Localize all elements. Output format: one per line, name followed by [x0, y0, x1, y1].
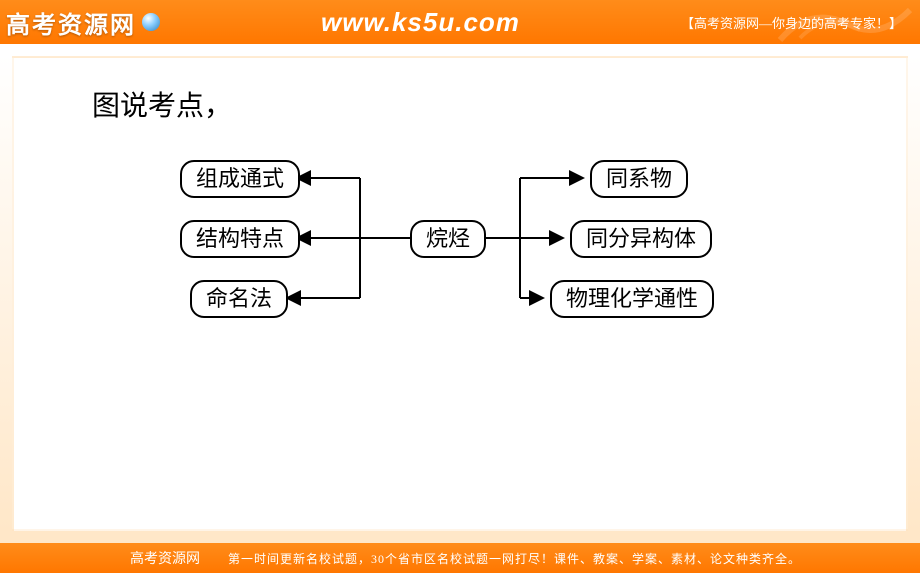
node-left-1: 组成通式 [180, 160, 300, 198]
node-left-3: 命名法 [190, 280, 288, 318]
header-bar: 高考资源网 www.ks5u.com 【高考资源网—你身边的高考专家！】 [0, 0, 920, 44]
logo: 高考资源网 [6, 5, 160, 40]
node-right-2: 同分异构体 [570, 220, 712, 258]
footer-logo: 高考资源网 [130, 548, 200, 568]
header-url: www.ks5u.com [160, 7, 681, 38]
logo-globe-icon [142, 13, 160, 31]
footer-text: 第一时间更新名校试题，30个省市区名校试题一网打尽！课件、教案、学案、素材、论文… [228, 550, 801, 567]
content-area: 图说考点， 烷烃 [0, 44, 920, 543]
section-title: 图说考点， [92, 84, 878, 124]
concept-diagram: 烷烃 组成通式 结构特点 命名法 同系物 同分异构体 物理化学通性 [80, 146, 840, 346]
node-right-1: 同系物 [590, 160, 688, 198]
node-center: 烷烃 [410, 220, 486, 258]
node-left-2: 结构特点 [180, 220, 300, 258]
page: 高考资源网 www.ks5u.com 【高考资源网—你身边的高考专家！】 图说考… [0, 0, 920, 573]
logo-text: 高考资源网 [6, 5, 136, 40]
node-right-3: 物理化学通性 [550, 280, 714, 318]
header-decoration [770, 0, 920, 44]
footer-bar: 高考资源网 第一时间更新名校试题，30个省市区名校试题一网打尽！课件、教案、学案… [0, 543, 920, 573]
